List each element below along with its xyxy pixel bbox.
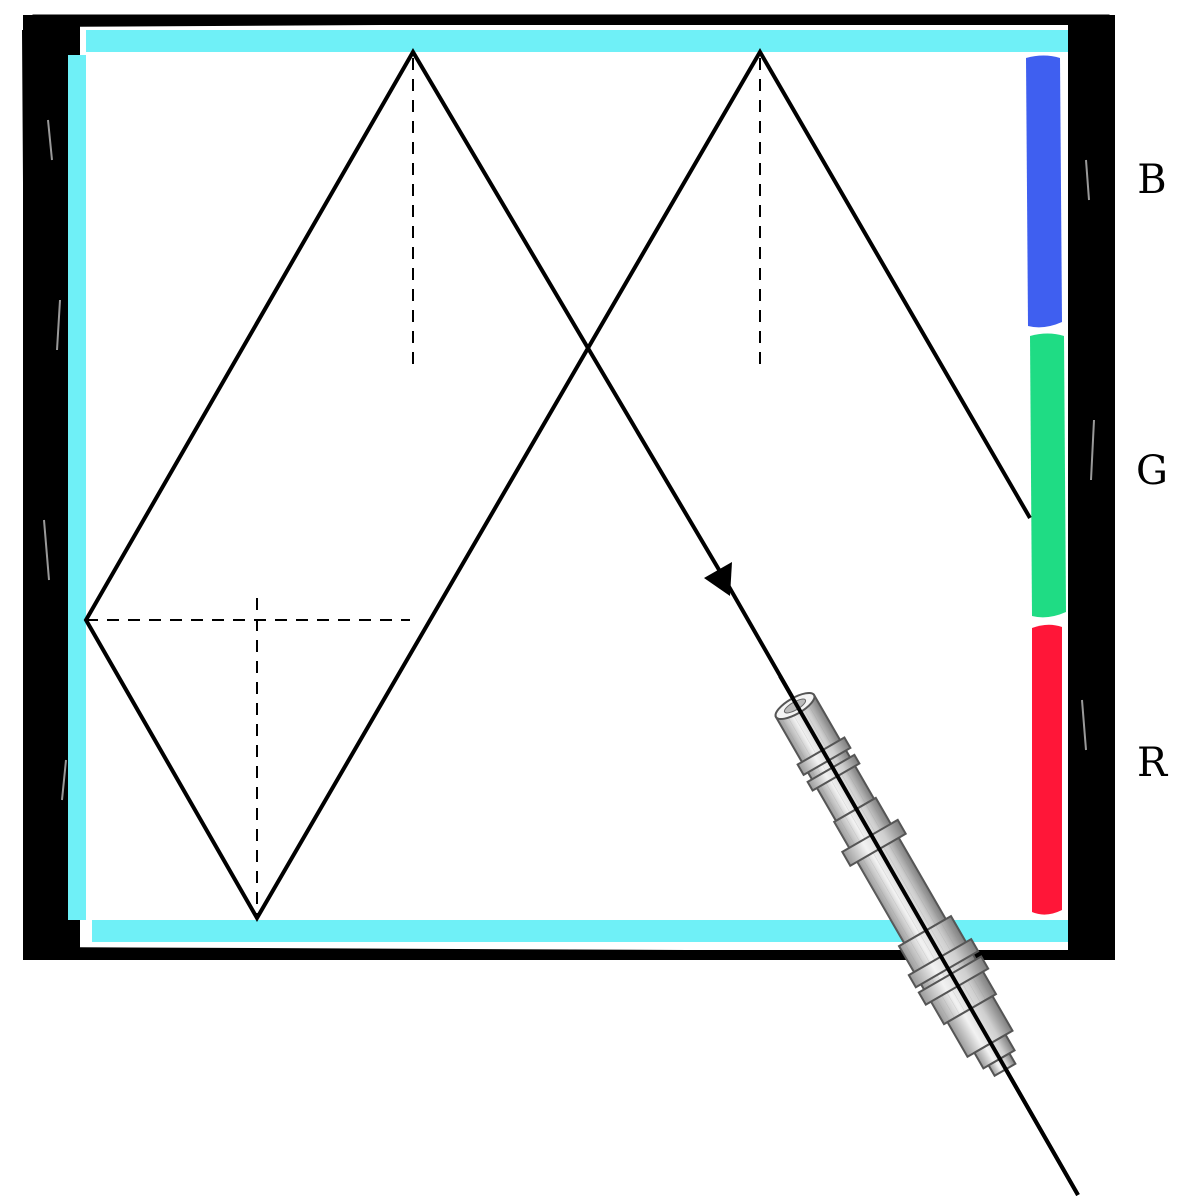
light-ray	[83, 48, 1080, 1196]
box-frame	[22, 14, 1115, 960]
red-sensor	[1032, 624, 1062, 915]
label-blue: B	[1137, 157, 1166, 203]
normal-lines	[86, 58, 761, 918]
bottom-mirror	[92, 920, 1068, 942]
light-ray-over-source	[778, 675, 1080, 1196]
top-mirror	[86, 30, 1068, 52]
label-red: R	[1137, 740, 1169, 786]
arrowhead-icon	[704, 562, 732, 596]
label-green: G	[1136, 448, 1168, 494]
blue-sensor	[1026, 55, 1062, 328]
left-mirror	[68, 55, 86, 920]
green-sensor	[1030, 333, 1066, 618]
